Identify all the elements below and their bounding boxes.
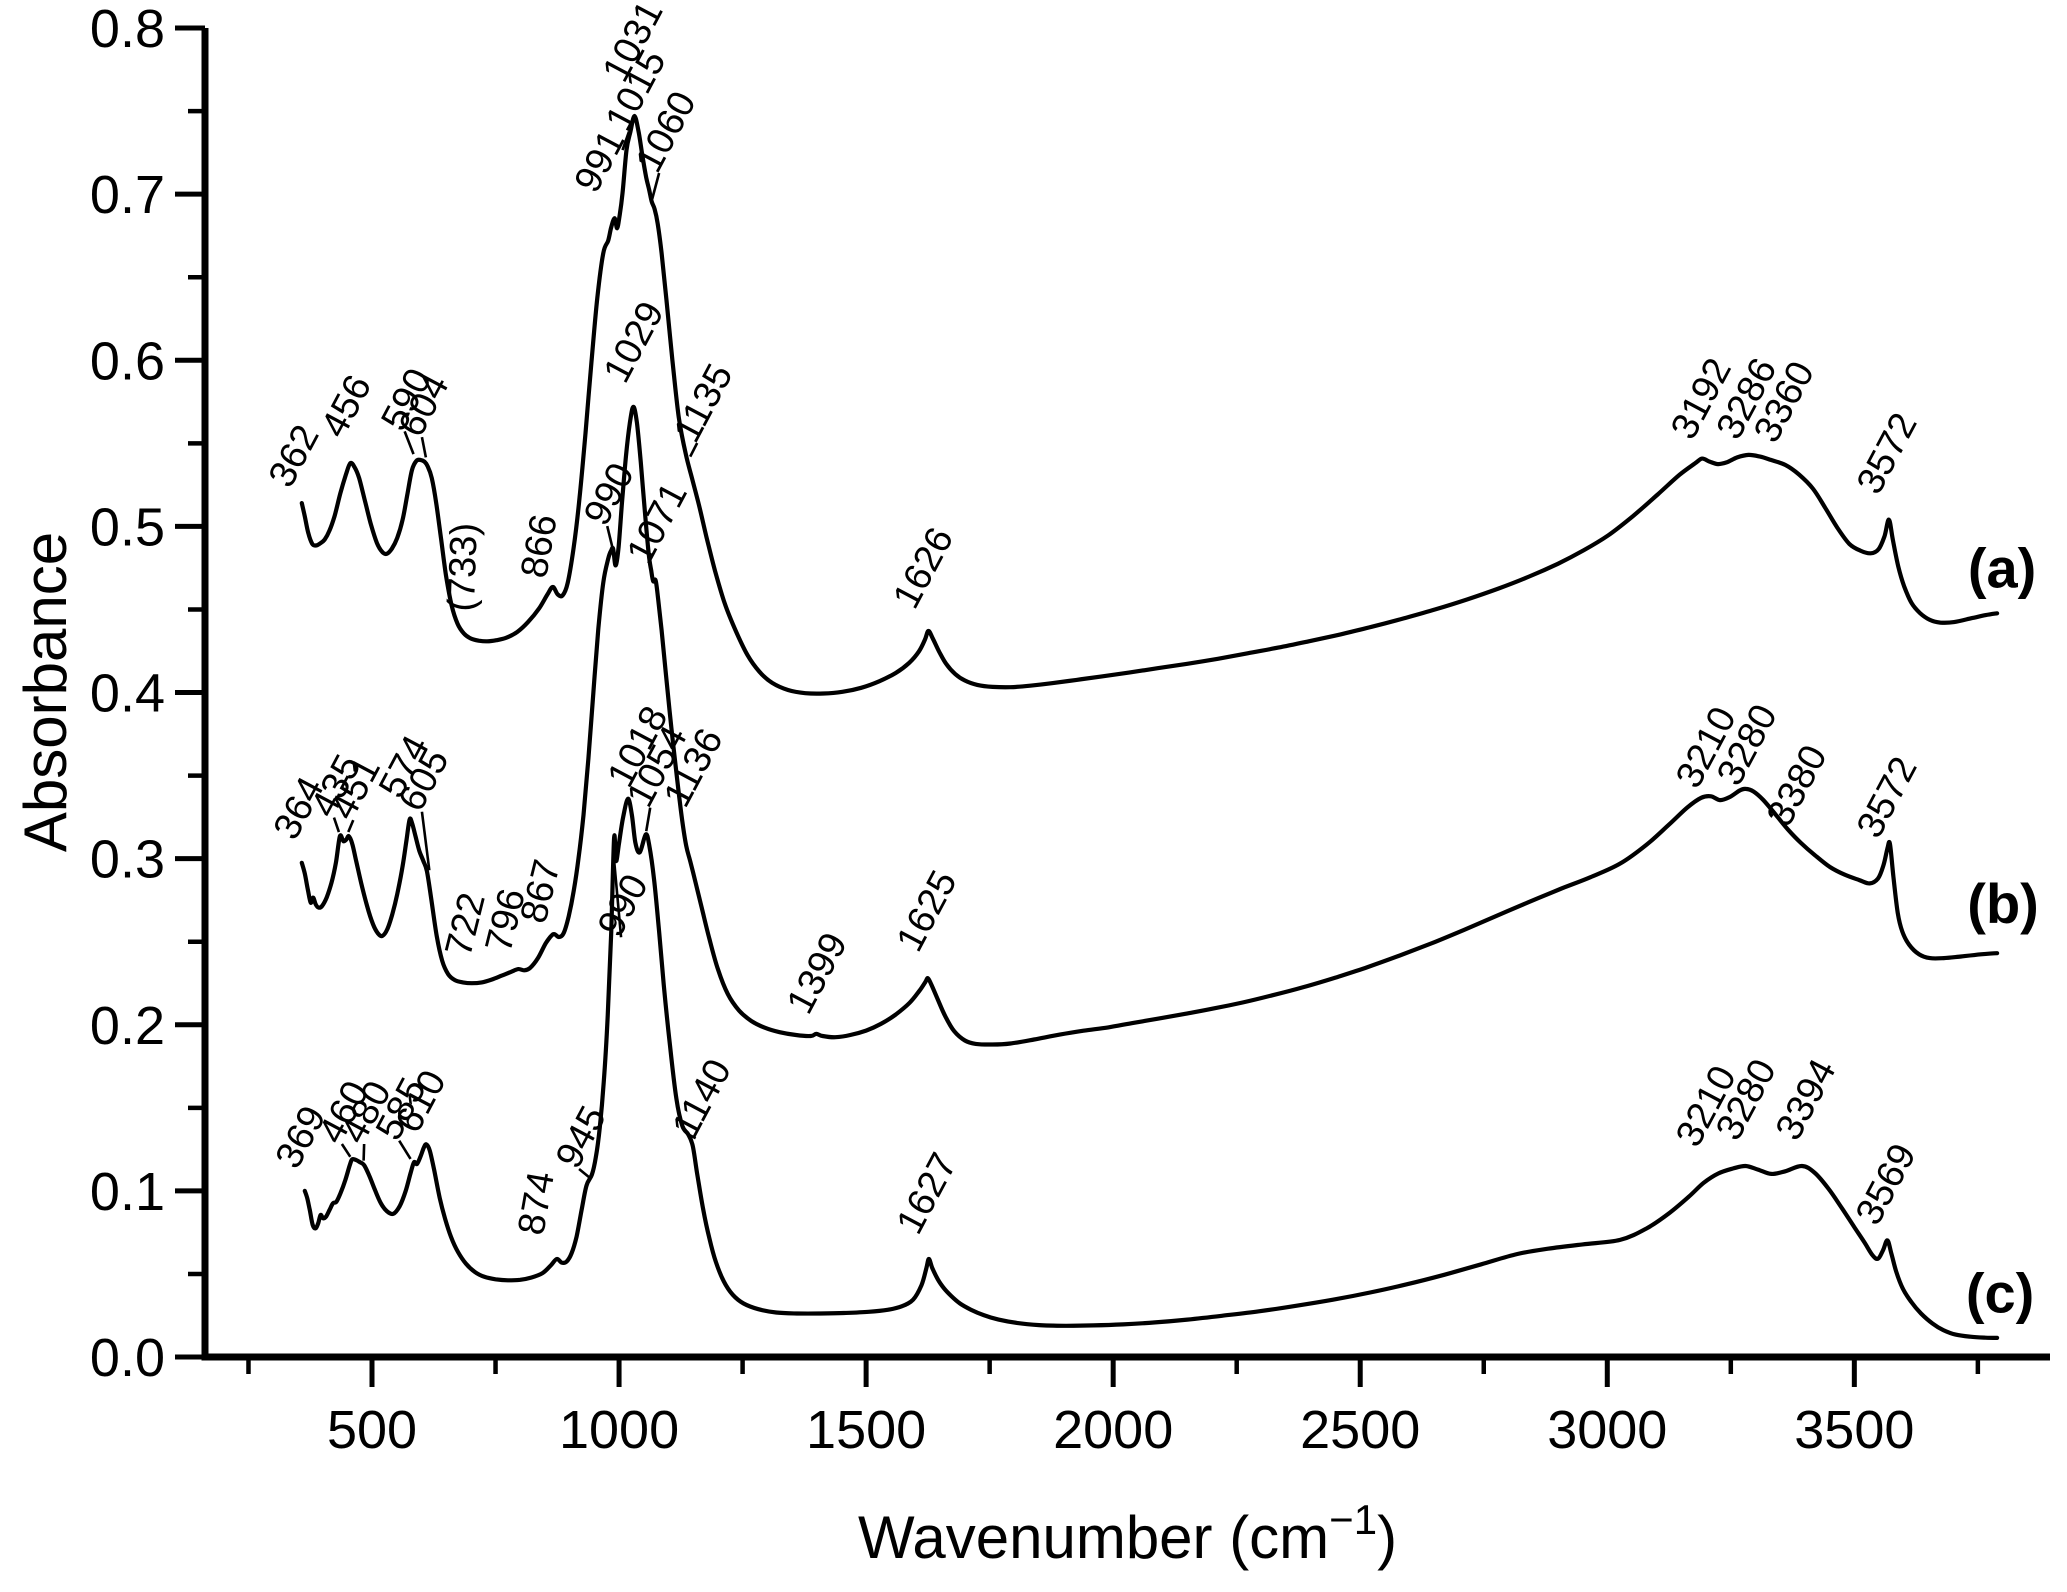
y-tick-label: 0.4 xyxy=(90,664,165,724)
peak-leader-line xyxy=(605,525,614,547)
peak-leader-line xyxy=(621,131,631,151)
peak-label-b-3380: 3380 xyxy=(1759,739,1836,833)
peak-label-b-1399: 1399 xyxy=(779,926,856,1020)
x-tick-label: 2500 xyxy=(1300,1400,1420,1460)
peak-label-b-1029: 1029 xyxy=(596,295,673,389)
curve-tag-a: (a) xyxy=(1968,537,2036,600)
peak-leader-line xyxy=(340,1143,352,1158)
peak-leader-line xyxy=(644,807,652,832)
peak-label-b-990: 990 xyxy=(576,457,643,533)
peak-leader-line xyxy=(362,1143,366,1161)
curve-tag-b: (b) xyxy=(1967,872,2039,935)
peak-label-b-867: 867 xyxy=(513,856,569,928)
spectrum-curve-b xyxy=(299,404,2000,1047)
spectrum-curve-a xyxy=(299,113,2000,696)
peak-leader-line xyxy=(398,1140,412,1160)
peak-label-a-1626: 1626 xyxy=(885,521,962,615)
y-tick-label: 0.8 xyxy=(90,0,165,59)
x-tick-label: 1500 xyxy=(806,1400,926,1460)
y-axis-title: Absorbance xyxy=(12,532,79,852)
peak-label-c-3394: 3394 xyxy=(1768,1053,1845,1147)
y-tick-label: 0.7 xyxy=(90,165,165,225)
x-tick-label: 1000 xyxy=(559,1400,679,1460)
x-tick-label: 3500 xyxy=(1794,1400,1914,1460)
peak-label-b-1625: 1625 xyxy=(889,864,966,958)
y-tick-label: 0.6 xyxy=(90,331,165,391)
y-tick-label: 0.1 xyxy=(90,1162,165,1222)
peak-label-c-990: 990 xyxy=(590,868,657,944)
peak-label-c-945: 945 xyxy=(548,1099,615,1175)
peak-leader-line xyxy=(611,849,623,938)
peak-leader-line xyxy=(332,817,341,833)
curve-tag-c: (c) xyxy=(1966,1262,2034,1325)
y-tick-label: 0.2 xyxy=(90,996,165,1056)
peak-label-c-1627: 1627 xyxy=(889,1146,966,1240)
peak-label-a-3572: 3572 xyxy=(1849,406,1926,500)
y-tick-label: 0.0 xyxy=(90,1328,165,1388)
peak-label-c-874: 874 xyxy=(511,1168,563,1238)
spectrum-curve-c xyxy=(302,796,2000,1340)
peak-label-b-3572: 3572 xyxy=(1849,750,1926,844)
axis-spines xyxy=(201,28,2050,1361)
peak-leader-line xyxy=(689,442,699,458)
peak-label-a-456: 456 xyxy=(313,369,380,445)
x-tick-label: 2000 xyxy=(1053,1400,1173,1460)
x-tick-label: 3000 xyxy=(1547,1400,1667,1460)
x-axis-title: Wavenumber (cm−1) xyxy=(858,1496,1397,1571)
y-tick-label: 0.3 xyxy=(90,830,165,890)
x-tick-label: 500 xyxy=(327,1400,417,1460)
peak-leader-line xyxy=(689,1134,697,1140)
peak-leader-line xyxy=(403,430,415,455)
peak-label-a-(733): (733) xyxy=(441,522,486,612)
peak-leader-line xyxy=(420,436,428,458)
peak-leader-line xyxy=(420,811,431,871)
peak-leader-line xyxy=(347,819,355,833)
peak-leader-line xyxy=(650,172,661,200)
peak-label-c-3569: 3569 xyxy=(1848,1137,1925,1231)
peak-label-a-362: 362 xyxy=(261,418,328,494)
peak-label-a-866: 866 xyxy=(513,511,565,581)
peak-leader-line xyxy=(578,1167,591,1179)
y-tick-label: 0.5 xyxy=(90,497,165,557)
